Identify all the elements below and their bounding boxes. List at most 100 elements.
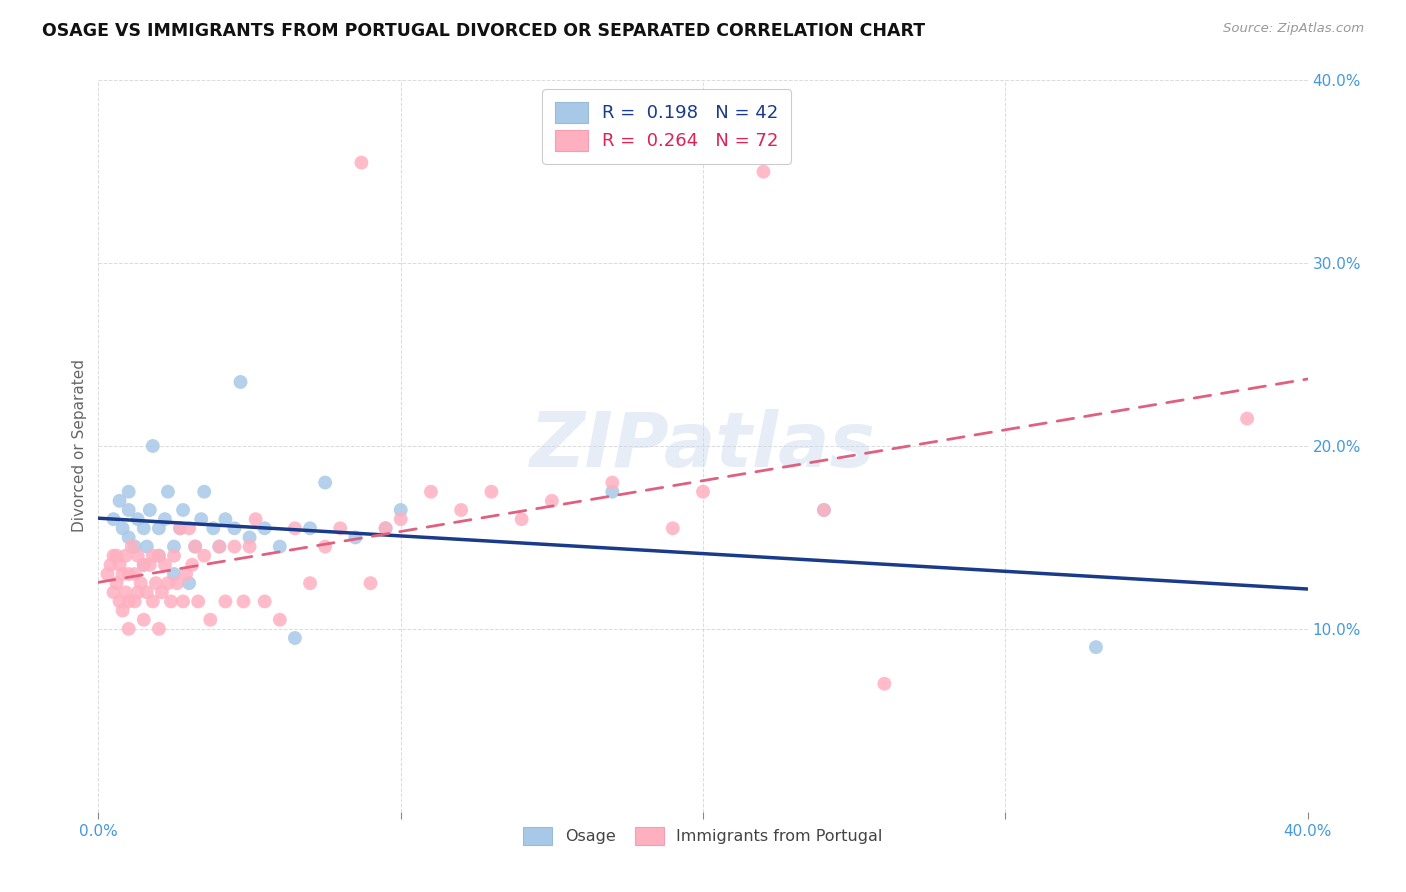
Point <box>142 439 165 453</box>
Point <box>108 594 131 608</box>
Point <box>132 558 155 572</box>
Point <box>156 484 179 499</box>
Point <box>181 558 204 572</box>
Point <box>118 530 141 544</box>
Point <box>813 503 835 517</box>
Point <box>873 676 896 690</box>
Point <box>374 521 396 535</box>
Point <box>153 558 176 572</box>
Point <box>139 558 162 572</box>
Point <box>187 594 209 608</box>
Point <box>127 512 149 526</box>
Text: OSAGE VS IMMIGRANTS FROM PORTUGAL DIVORCED OR SEPARATED CORRELATION CHART: OSAGE VS IMMIGRANTS FROM PORTUGAL DIVORC… <box>42 22 925 40</box>
Point <box>253 521 276 535</box>
Point <box>172 503 194 517</box>
Point <box>172 594 194 608</box>
Point <box>118 567 141 582</box>
Point <box>269 540 291 554</box>
Point <box>129 576 152 591</box>
Point <box>103 549 125 563</box>
Point <box>420 484 443 499</box>
Point <box>127 585 149 599</box>
Point <box>103 512 125 526</box>
Point <box>269 613 291 627</box>
Point <box>132 521 155 535</box>
Point <box>132 613 155 627</box>
Point <box>111 521 134 535</box>
Point <box>224 521 246 535</box>
Y-axis label: Divorced or Separated: Divorced or Separated <box>72 359 87 533</box>
Point <box>121 540 143 554</box>
Point <box>179 576 201 591</box>
Point <box>135 585 157 599</box>
Point <box>174 567 197 582</box>
Point <box>135 540 157 554</box>
Point <box>314 475 336 490</box>
Point <box>1236 411 1258 425</box>
Point <box>150 585 173 599</box>
Point <box>193 484 215 499</box>
Point <box>314 540 336 554</box>
Point <box>153 512 176 526</box>
Point <box>284 521 307 535</box>
Point <box>148 521 170 535</box>
Point <box>202 521 225 535</box>
Point <box>284 631 307 645</box>
Point <box>169 521 191 535</box>
Point <box>142 549 165 563</box>
Point <box>602 475 624 490</box>
Point <box>118 594 141 608</box>
Text: ZIPatlas: ZIPatlas <box>530 409 876 483</box>
Point <box>389 503 412 517</box>
Legend: Osage, Immigrants from Portugal: Osage, Immigrants from Portugal <box>513 817 893 855</box>
Point <box>208 540 231 554</box>
Point <box>148 549 170 563</box>
Point <box>208 540 231 554</box>
Point <box>163 549 186 563</box>
Point <box>602 484 624 499</box>
Point <box>142 594 165 608</box>
Point <box>114 549 136 563</box>
Point <box>813 503 835 517</box>
Point <box>103 585 125 599</box>
Point <box>193 549 215 563</box>
Point <box>105 549 128 563</box>
Point <box>253 594 276 608</box>
Point <box>124 594 146 608</box>
Point <box>661 521 683 535</box>
Point <box>118 484 141 499</box>
Point <box>389 512 412 526</box>
Point <box>450 503 472 517</box>
Point <box>132 558 155 572</box>
Point <box>224 540 246 554</box>
Point <box>200 613 222 627</box>
Point <box>350 155 373 169</box>
Point <box>166 576 188 591</box>
Point <box>1085 640 1108 655</box>
Point <box>163 567 186 582</box>
Point <box>481 484 503 499</box>
Point <box>360 576 382 591</box>
Point <box>179 521 201 535</box>
Point <box>239 540 262 554</box>
Point <box>214 512 236 526</box>
Point <box>329 521 352 535</box>
Point <box>96 567 118 582</box>
Point <box>299 521 322 535</box>
Point <box>245 512 267 526</box>
Point <box>344 530 367 544</box>
Point <box>156 576 179 591</box>
Point <box>232 594 254 608</box>
Point <box>139 503 162 517</box>
Point <box>124 540 146 554</box>
Point <box>105 576 128 591</box>
Point <box>184 540 207 554</box>
Point <box>239 530 262 544</box>
Point <box>124 567 146 582</box>
Point <box>692 484 714 499</box>
Point <box>160 594 183 608</box>
Point <box>148 622 170 636</box>
Point <box>229 375 252 389</box>
Point <box>118 622 141 636</box>
Point <box>114 585 136 599</box>
